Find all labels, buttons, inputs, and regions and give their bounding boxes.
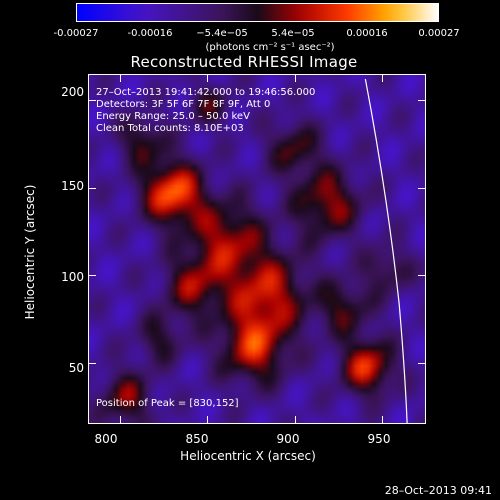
- x-tick-mark: [382, 416, 384, 424]
- y-tick-mark: [418, 187, 426, 189]
- colorbar-tick: 5.4e−05: [271, 28, 315, 39]
- x-tick-label: 950: [367, 432, 391, 446]
- peak-position-text: Position of Peak = [830,152]: [96, 398, 239, 409]
- colorbar-tick: 0.00016: [346, 28, 388, 39]
- y-axis-label: Heliocentric Y (arcsec): [23, 184, 37, 320]
- x-tick-mark: [294, 74, 296, 82]
- colorbar-tick: -0.00016: [127, 28, 173, 39]
- y-tick-mark: [88, 100, 96, 102]
- heatmap-plot: [88, 74, 426, 424]
- colorbar-tick: -0.00027: [53, 28, 99, 39]
- y-tick-label: 200: [61, 85, 84, 99]
- x-tick-mark: [294, 416, 296, 424]
- x-tick-mark: [119, 74, 121, 82]
- y-tick-mark: [88, 362, 96, 364]
- x-tick-mark: [207, 416, 209, 424]
- chart-title: Reconstructed RHESSI Image: [130, 53, 358, 71]
- y-tick-mark: [418, 275, 426, 277]
- solar-limb: [364, 78, 408, 423]
- y-tick-label: 100: [61, 270, 84, 284]
- y-tick-mark: [88, 187, 96, 189]
- x-tick-label: 850: [185, 432, 209, 446]
- x-tick-mark: [382, 74, 384, 82]
- colorbar-tick: −5.4e−05: [196, 28, 248, 39]
- detectors-text: Detectors: 3F 5F 6F 7F 8F 9F, Att 0: [96, 99, 271, 110]
- energy-range-text: Energy Range: 25.0 – 50.0 keV: [96, 111, 250, 122]
- colorbar-tick: 0.00027: [418, 28, 460, 39]
- x-axis-label: Heliocentric X (arcsec): [180, 449, 316, 463]
- x-tick-mark: [119, 416, 121, 424]
- time-range-text: 27–Oct–2013 19:41:42.000 to 19:46:56.000: [96, 87, 316, 98]
- timestamp: 28–Oct–2013 09:41: [384, 484, 492, 497]
- y-tick-mark: [418, 362, 426, 364]
- clean-counts-text: Clean Total counts: 8.10E+03: [96, 123, 244, 134]
- y-tick-label: 50: [68, 361, 84, 375]
- colorbar: [76, 3, 439, 22]
- limb-curve: [364, 78, 408, 423]
- x-tick-label: 800: [94, 432, 118, 446]
- y-tick-mark: [418, 100, 426, 102]
- y-tick-mark: [88, 275, 96, 277]
- heatmap-image: [89, 75, 425, 423]
- x-tick-label: 900: [276, 432, 300, 446]
- colorbar-unit: (photons cm⁻² s⁻¹ asec⁻²): [205, 42, 335, 53]
- y-tick-label: 150: [61, 179, 84, 193]
- x-tick-mark: [207, 74, 209, 82]
